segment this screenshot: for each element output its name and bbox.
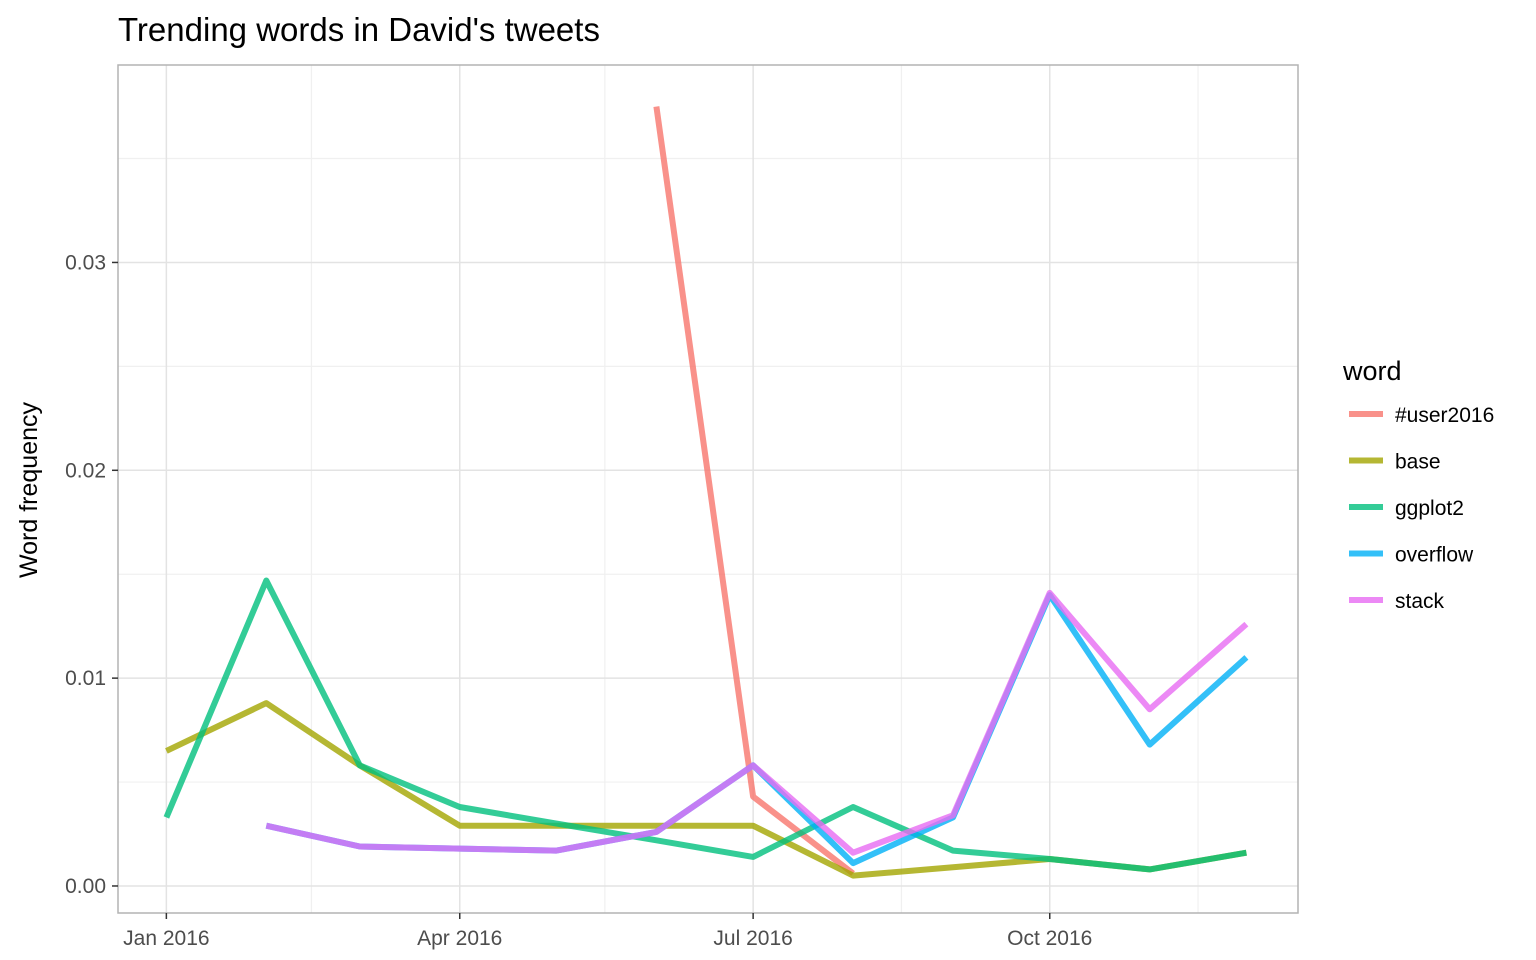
y-axis-title: Word frequency bbox=[15, 401, 43, 578]
x-tick-label: Oct 2016 bbox=[1007, 927, 1092, 950]
series-line-stack bbox=[265, 589, 1249, 856]
legend-label-stack: stack bbox=[1395, 590, 1445, 613]
series-lines bbox=[163, 106, 1249, 879]
plot-panel-border bbox=[117, 64, 1299, 914]
chart-title: Trending words in David's tweets bbox=[118, 11, 600, 48]
legend-label-overflow: overflow bbox=[1395, 544, 1474, 567]
legend-title: word bbox=[1342, 356, 1402, 386]
grid bbox=[118, 65, 1298, 913]
x-tick-label: Apr 2016 bbox=[417, 927, 502, 950]
legend-label-base: base bbox=[1395, 451, 1441, 474]
y-tick-label: 0.00 bbox=[65, 875, 106, 898]
x-axis: Jan 2016 Apr 2016 Jul 2016 Oct 2016 bbox=[123, 913, 1092, 950]
legend-label-ggplot2: ggplot2 bbox=[1395, 497, 1464, 520]
x-tick-label: Jul 2016 bbox=[713, 927, 792, 950]
y-axis: 0.00 0.01 0.02 0.03 bbox=[65, 251, 118, 898]
series-line-ggplot2 bbox=[163, 577, 1247, 873]
y-tick-label: 0.02 bbox=[65, 459, 106, 482]
x-tick-label: Jan 2016 bbox=[123, 927, 209, 950]
legend-label-user2016: #user2016 bbox=[1395, 404, 1494, 427]
y-tick-label: 0.01 bbox=[65, 667, 106, 690]
series-line-overflow bbox=[265, 592, 1249, 867]
series-line-user2016 bbox=[653, 106, 855, 876]
legend: word #user2016 base ggplot2 overflow stack bbox=[1342, 356, 1494, 613]
y-tick-label: 0.03 bbox=[65, 251, 106, 274]
